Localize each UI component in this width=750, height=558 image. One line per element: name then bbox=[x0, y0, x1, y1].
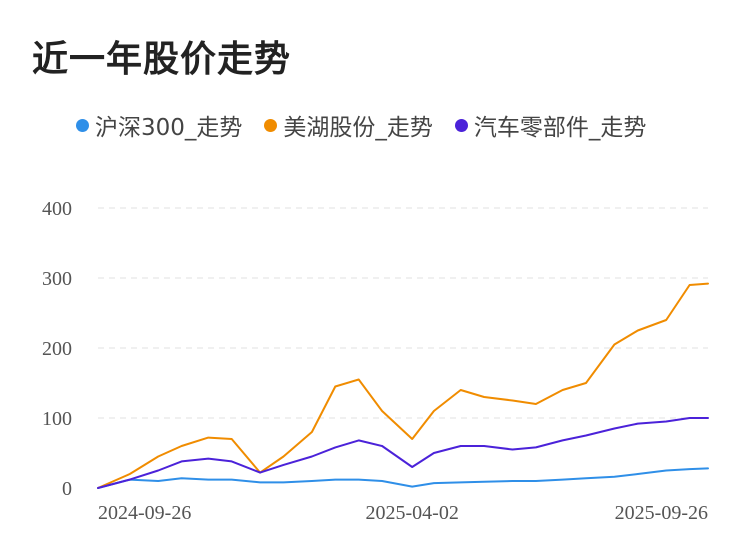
y-tick-label-0: 0 bbox=[62, 478, 72, 500]
chart-title: 近一年股价走势 bbox=[32, 39, 292, 80]
y-tick-label-300: 300 bbox=[42, 268, 72, 290]
y-tick-label-100: 100 bbox=[42, 408, 72, 430]
series-line-1 bbox=[97, 282, 709, 489]
legend: 沪深300_走势 美湖股份_走势 汽车零部件_走势 bbox=[76, 108, 646, 142]
y-tick-label-200: 200 bbox=[42, 338, 72, 360]
series-line-0 bbox=[97, 467, 709, 489]
legend-label-hs300: 沪深300_走势 bbox=[95, 115, 243, 141]
x-tick-label-0: 2024-09-26 bbox=[98, 502, 191, 524]
legend-label-meihu: 美湖股份_走势 bbox=[283, 115, 433, 141]
legend-label-auto-parts: 汽车零部件_走势 bbox=[473, 115, 647, 141]
x-tick-label-1: 2025-04-02 bbox=[366, 502, 459, 524]
x-tick-label-2: 2025-09-26 bbox=[615, 502, 708, 524]
series-line-2 bbox=[97, 417, 709, 489]
legend-item-hs300[interactable]: 沪深300_走势 bbox=[76, 108, 242, 142]
legend-marker-meihu bbox=[264, 118, 278, 132]
legend-item-meihu[interactable]: 美湖股份_走势 bbox=[264, 108, 433, 142]
y-tick-label-400: 400 bbox=[42, 198, 72, 220]
legend-marker-auto-parts bbox=[454, 118, 468, 132]
legend-item-auto-parts[interactable]: 汽车零部件_走势 bbox=[454, 108, 647, 142]
legend-marker-hs300 bbox=[76, 118, 89, 132]
